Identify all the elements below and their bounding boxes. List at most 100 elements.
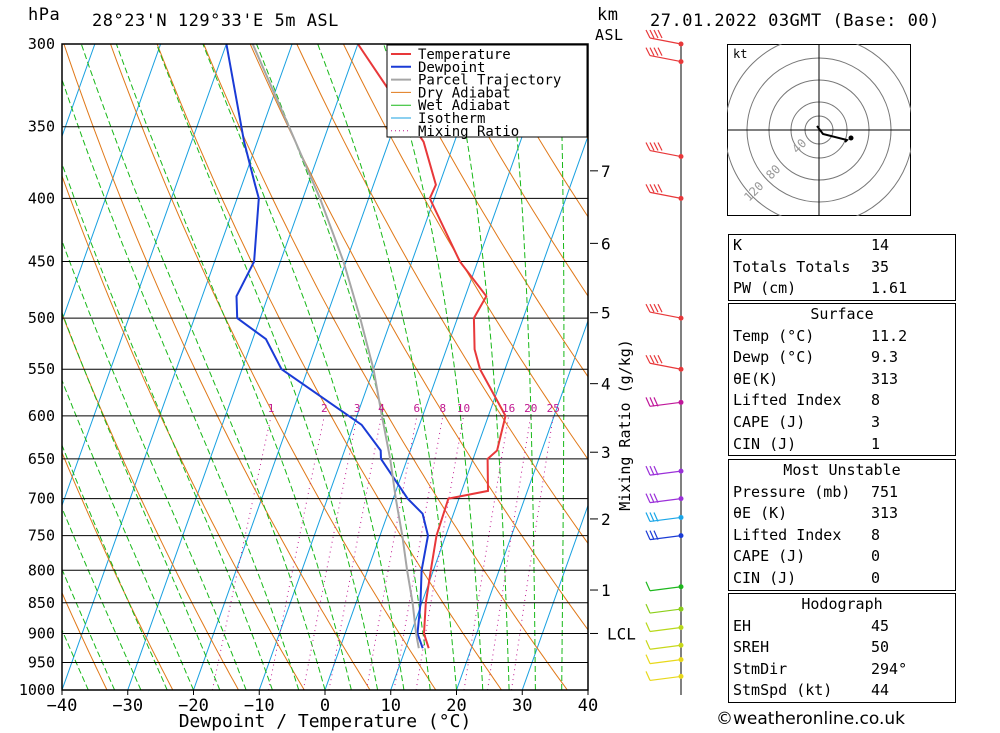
dry-adiabat-line <box>203 44 568 690</box>
wind-barb-flag <box>645 530 651 540</box>
wet-adiabat-line <box>507 44 536 690</box>
mixing-ratio-label: 6 <box>414 402 421 415</box>
parcel-trajectory-line <box>251 44 420 649</box>
most-unstable-value: 0 <box>871 547 881 566</box>
most-unstable-row: CIN (J) 0 <box>729 568 955 590</box>
isotherm-line <box>0 44 29 690</box>
wind-barb-staff <box>649 311 682 319</box>
mixing-ratio-line <box>463 415 510 690</box>
pressure-tick-label: 600 <box>28 407 55 425</box>
height-tick-label: 3 <box>601 443 611 462</box>
pressure-tick-label: 900 <box>28 624 55 642</box>
wind-barb-flag <box>645 354 651 364</box>
wind-barb-flag <box>653 29 659 39</box>
mixing-ratio-line <box>487 415 532 690</box>
most-unstable-row: Lifted Index 8 <box>729 525 955 547</box>
mixing-ratio-label: 1 <box>268 402 275 415</box>
wind-barb-flag <box>645 640 651 650</box>
wind-barb <box>645 581 684 592</box>
mixing-ratio-label: 10 <box>457 402 470 415</box>
pressure-tick-label: 650 <box>28 450 55 468</box>
wind-barb-flag <box>645 493 651 503</box>
wind-barb <box>645 142 684 160</box>
wind-barb-flag <box>649 397 655 407</box>
x-tick-label: 30 <box>512 696 532 716</box>
wind-barb <box>645 397 684 407</box>
x-tick-label: −30 <box>112 696 143 716</box>
wind-barb-staff <box>649 626 682 633</box>
wind-barb-flag <box>649 465 655 476</box>
surface-row: Temp (°C) 11.2 <box>729 326 955 348</box>
wind-barb-flag <box>649 493 655 503</box>
surface-row: Dewp (°C) 9.3 <box>729 347 955 369</box>
wind-barb-flag <box>649 530 655 540</box>
wind-barb-staff <box>649 55 682 63</box>
wind-barb-flag <box>649 142 655 151</box>
index-value: 1.61 <box>871 279 908 298</box>
mixing-ratio-label: 4 <box>378 402 385 415</box>
wind-barb-flag <box>645 142 651 151</box>
plot-frame <box>61 43 589 691</box>
legend-label: Dewpoint <box>418 60 485 76</box>
dry-adiabat-line <box>62 451 174 690</box>
mixing-ratio-label: 25 <box>547 402 560 415</box>
surface-row: θE(K) 313 <box>729 369 955 391</box>
mixing-ratio-label: 2 <box>321 402 328 415</box>
wind-barb-flag <box>653 303 659 313</box>
isotherm-line <box>521 503 588 690</box>
wind-barb-staff <box>649 586 682 592</box>
dry-adiabat-line <box>63 44 371 690</box>
legend-label: Dry Adiabat <box>418 85 511 101</box>
wind-barb-flag <box>649 303 655 313</box>
height-tick-label: 4 <box>601 375 611 394</box>
dry-adiabat-line <box>62 174 305 690</box>
hodograph-trace <box>816 125 849 143</box>
surface-label: Temp (°C) <box>733 326 815 345</box>
dry-adiabat-line <box>62 591 108 690</box>
hodograph-stat-label: EH <box>733 616 752 635</box>
wind-barb-flag <box>653 354 659 364</box>
dry-adiabat-line <box>110 44 437 690</box>
pressure-tick-label: 500 <box>28 309 55 327</box>
most-unstable-value: 0 <box>871 568 881 587</box>
most-unstable-row: θE (K) 313 <box>729 503 955 525</box>
wind-barb <box>645 303 684 321</box>
wind-barb-flag <box>645 512 651 522</box>
isotherm-line <box>62 44 162 323</box>
wind-barb-flag <box>657 29 663 39</box>
dry-adiabat-line <box>296 44 588 545</box>
x-tick-label: 0 <box>320 696 330 716</box>
surface-value: 313 <box>871 369 899 388</box>
most-unstable-row: Pressure (mb) 751 <box>729 482 955 504</box>
surface-value: 11.2 <box>871 326 908 345</box>
pressure-tick-label: 750 <box>28 527 55 545</box>
x-tick-label: −10 <box>244 696 275 716</box>
wind-barb-staff <box>649 37 682 45</box>
mixing-ratio-axis-label: Mixing Ratio (g/kg) <box>616 339 634 511</box>
wind-barb <box>645 654 684 665</box>
dry-adiabat-line <box>436 44 588 297</box>
wind-barb <box>645 603 684 614</box>
pressure-tick-label: 800 <box>28 561 55 579</box>
legend-label: Isotherm <box>418 111 485 127</box>
wet-adiabat-line <box>62 443 168 690</box>
surface-row: CIN (J) 1 <box>729 434 955 456</box>
wind-barb <box>645 465 684 476</box>
pressure-unit: hPa <box>28 5 61 25</box>
wind-barb-flag <box>649 354 655 364</box>
wet-adiabat-line <box>156 44 379 690</box>
mixing-ratio-line <box>302 415 358 690</box>
index-row: Totals Totals 35 <box>729 257 955 279</box>
mixing-ratio-label: 20 <box>524 402 537 415</box>
most-unstable-row: CAPE (J) 0 <box>729 546 955 568</box>
legend-label: Parcel Trajectory <box>418 73 561 89</box>
wind-barb-flag <box>645 603 651 614</box>
wind-barb-flag <box>649 47 655 56</box>
mixing-ratio-line <box>211 415 272 690</box>
wind-barb-staff <box>649 362 682 370</box>
hodograph-stat-value: 294° <box>871 659 908 678</box>
hodograph-table: Hodograph EH 45 SREH 50 StmDir 294° StmSpd (kt… <box>728 593 956 703</box>
hodograph-stat-row: StmSpd (kt) 44 <box>729 680 955 702</box>
surface-label: Dewp (°C) <box>733 348 815 367</box>
surface-label: CAPE (J) <box>733 412 806 431</box>
